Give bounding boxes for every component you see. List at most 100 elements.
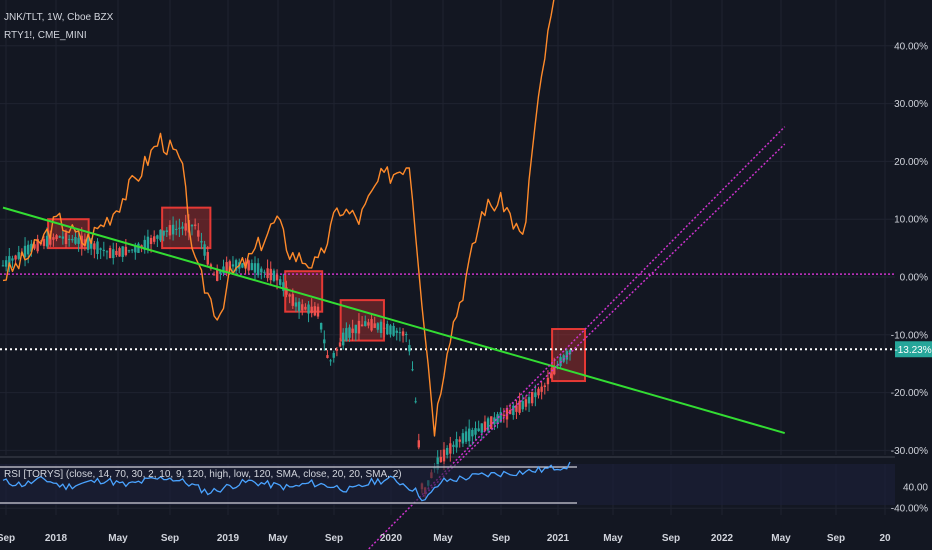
candle-body <box>168 225 172 236</box>
candle-body <box>17 252 20 259</box>
candle-body <box>4 260 8 267</box>
x-tick-label: Sep <box>492 533 510 544</box>
candle-body <box>90 241 93 249</box>
candle-body <box>146 236 150 250</box>
candle-body <box>348 327 351 338</box>
candle-body <box>436 457 439 470</box>
candle-body <box>335 349 339 351</box>
candle-body <box>212 274 216 276</box>
candle-body <box>61 236 65 239</box>
highlight-box-5[interactable] <box>551 328 587 383</box>
candle-body <box>408 345 411 352</box>
badge-main <box>895 341 932 358</box>
rsi-line[interactable] <box>2 461 571 502</box>
candle-body <box>351 328 354 333</box>
x-tick-label: Sep <box>0 533 15 544</box>
candle-body <box>162 230 165 236</box>
candle-body <box>553 366 556 375</box>
candle-body <box>449 443 452 454</box>
candle-body <box>411 369 414 371</box>
candle-body <box>515 405 518 412</box>
candle-body <box>149 237 153 245</box>
candle-body <box>143 239 146 250</box>
y-tick-label: -20.00% <box>891 388 928 399</box>
candle-body <box>8 256 11 267</box>
candle-body <box>395 330 398 333</box>
candle-body <box>228 261 231 270</box>
y-tick-label: 20.00% <box>894 157 928 168</box>
candle-body <box>216 269 219 281</box>
candle-body <box>307 304 310 314</box>
y-tick-label: 10.00% <box>894 215 928 226</box>
candle-body <box>130 249 134 251</box>
candle-body <box>442 449 446 462</box>
candle-body <box>405 334 408 336</box>
x-tick-label: Sep <box>827 533 845 544</box>
x-tick-label: Sep <box>325 533 343 544</box>
candle-body <box>461 433 465 444</box>
candle-body <box>477 428 480 432</box>
candle-body <box>345 328 348 341</box>
candle-body <box>33 244 36 249</box>
candle-body <box>342 332 345 346</box>
candle-body <box>112 249 115 259</box>
series-line-rty[interactable] <box>2 0 576 437</box>
legend-compare-symbol[interactable]: RTY1!, CME_MINI <box>4 30 87 41</box>
candle-body <box>537 388 540 396</box>
candle-body <box>540 386 543 392</box>
candle-body <box>74 236 77 244</box>
candle-body <box>209 264 213 269</box>
candle-body <box>373 323 376 328</box>
candle-body <box>203 244 206 256</box>
rsi-indicator-title[interactable]: RSI [TORYS] (close, 14, 70, 30, 2, 10, 9… <box>4 469 402 480</box>
candle-body <box>455 439 458 448</box>
candle-body <box>137 243 140 253</box>
channel-line-1[interactable] <box>352 126 786 550</box>
candle-body <box>496 414 499 424</box>
y-tick-label: -10.00% <box>891 330 928 341</box>
candle-body <box>30 243 33 252</box>
candle-body <box>486 418 490 431</box>
candle-body <box>313 306 317 316</box>
candle-body <box>367 322 370 326</box>
candle-body <box>153 236 156 242</box>
candle-body <box>480 423 483 433</box>
candle-body <box>414 401 417 403</box>
candle-body <box>124 246 128 256</box>
candle-body <box>531 391 534 404</box>
candle-body <box>272 270 276 282</box>
candle-body <box>247 260 250 271</box>
candle-body <box>275 274 279 281</box>
candle-body <box>256 263 260 276</box>
candle-body <box>42 238 46 246</box>
candle-body <box>121 246 124 257</box>
candle-body <box>279 279 282 285</box>
candle-body <box>326 355 329 358</box>
candle-body <box>260 268 263 273</box>
trendline-green[interactable] <box>2 206 785 435</box>
candle-body <box>108 248 112 259</box>
candle-body <box>282 282 285 291</box>
x-tick-label: May <box>108 533 128 544</box>
candle-body <box>193 224 197 226</box>
candle-body <box>219 271 222 274</box>
y-tick-label: 0.00% <box>900 273 928 284</box>
candle-body <box>64 232 68 245</box>
y-tick-label: -30.00% <box>891 446 928 457</box>
channel-line-2[interactable] <box>422 143 786 498</box>
candle-body <box>96 241 99 255</box>
candle-body <box>269 268 272 281</box>
rsi-tick-label: 40.00 <box>903 483 928 494</box>
candle-body <box>55 235 58 240</box>
candle-body <box>512 405 515 416</box>
x-tick-label: May <box>771 533 791 544</box>
candle-body <box>338 342 342 347</box>
y-axis: 70.00%60.00%50.00%40.00%30.00%20.00%10.0… <box>891 41 929 514</box>
candle-body <box>231 264 235 267</box>
legend-main-symbol[interactable]: JNK/TLT, 1W, Cboe BZX <box>4 12 114 23</box>
candle-body <box>225 262 228 273</box>
x-tick-label: 2020 <box>380 533 403 544</box>
candle-body <box>241 263 244 268</box>
candle-body <box>86 237 90 250</box>
